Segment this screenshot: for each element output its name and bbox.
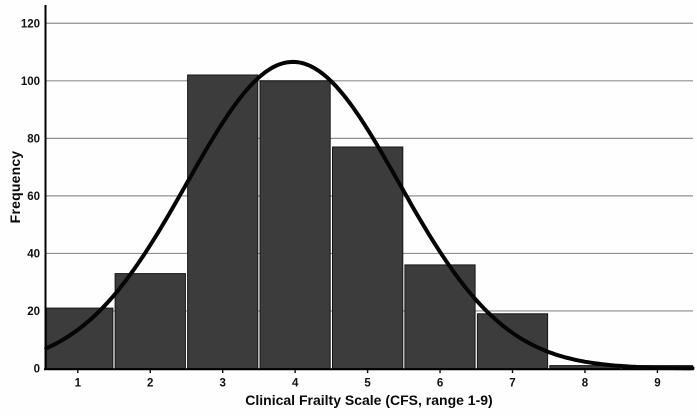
bar-6 (404, 264, 476, 369)
x-tick-label-3: 3 (219, 378, 225, 390)
x-tick-label-5: 5 (364, 378, 371, 390)
x-tick-label-4: 4 (292, 378, 299, 390)
x-tick-label-8: 8 (582, 378, 589, 390)
bar-7 (476, 313, 549, 369)
bar-4 (259, 80, 331, 370)
x-tick-label-7: 7 (509, 378, 515, 390)
bar-2 (114, 273, 186, 370)
normal-curve (44, 59, 695, 371)
y-tick-label-120: 120 (21, 18, 40, 30)
y-tick-label-100: 100 (21, 76, 40, 88)
bar-1 (45, 307, 114, 370)
y-tick-label-40: 40 (27, 248, 40, 260)
x-tick-label-2: 2 (147, 378, 153, 390)
bar-5 (332, 146, 404, 369)
x-tick-label-9: 9 (654, 378, 660, 390)
x-tick-label-6: 6 (437, 378, 443, 390)
y-tick-label-80: 80 (27, 133, 40, 145)
y-tick-label-60: 60 (27, 191, 40, 203)
y-axis-title: Frequency (7, 150, 23, 224)
x-tick-label-1: 1 (75, 378, 82, 390)
y-tick-label-0: 0 (34, 364, 40, 376)
x-axis-title: Clinical Frailty Scale (CFS, range 1-9) (245, 392, 493, 408)
y-tick-label-20: 20 (27, 306, 40, 318)
